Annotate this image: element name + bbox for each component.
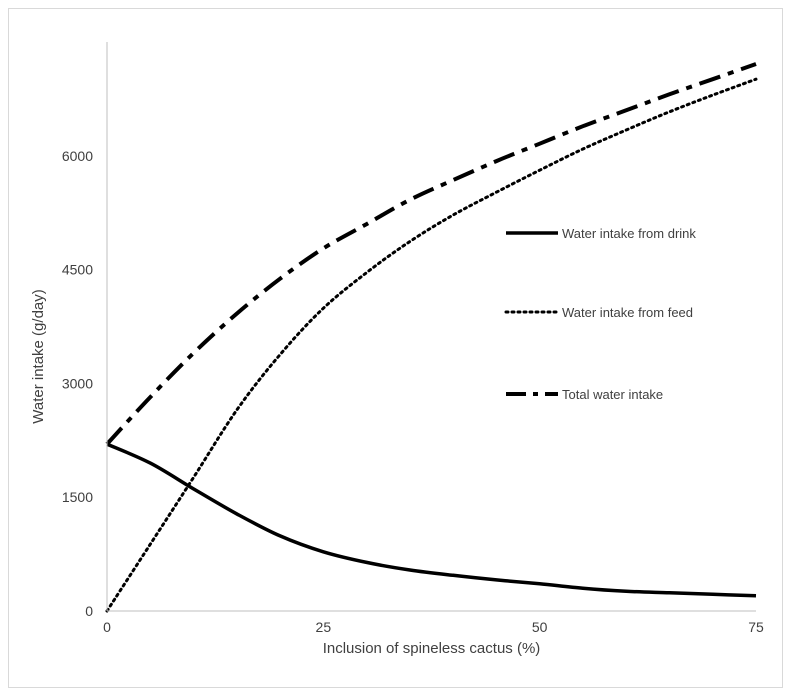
y-tick-label: 1500 [62, 489, 93, 505]
y-tick-label: 0 [85, 603, 93, 619]
y-tick-label: 4500 [62, 262, 93, 278]
legend-label: Water intake from feed [562, 305, 693, 320]
x-tick-label: 0 [103, 619, 111, 635]
x-tick-label: 25 [316, 619, 332, 635]
x-tick-labels: 0 25 50 75 [103, 619, 764, 635]
x-axis-title: Inclusion of spineless cactus (%) [323, 640, 541, 657]
legend-label: Total water intake [562, 387, 663, 402]
y-axis-title: Water intake (g/day) [30, 289, 47, 424]
y-tick-labels: 0 1500 3000 4500 6000 [62, 148, 93, 619]
x-tick-label: 50 [532, 619, 548, 635]
y-tick-label: 3000 [62, 375, 93, 391]
y-tick-label: 6000 [62, 148, 93, 164]
legend: Water intake from drink Water intake from… [506, 226, 696, 402]
series-line-1 [107, 444, 756, 596]
legend-label: Water intake from drink [562, 226, 696, 241]
plot-lines [107, 64, 756, 611]
x-tick-label: 75 [748, 619, 764, 635]
